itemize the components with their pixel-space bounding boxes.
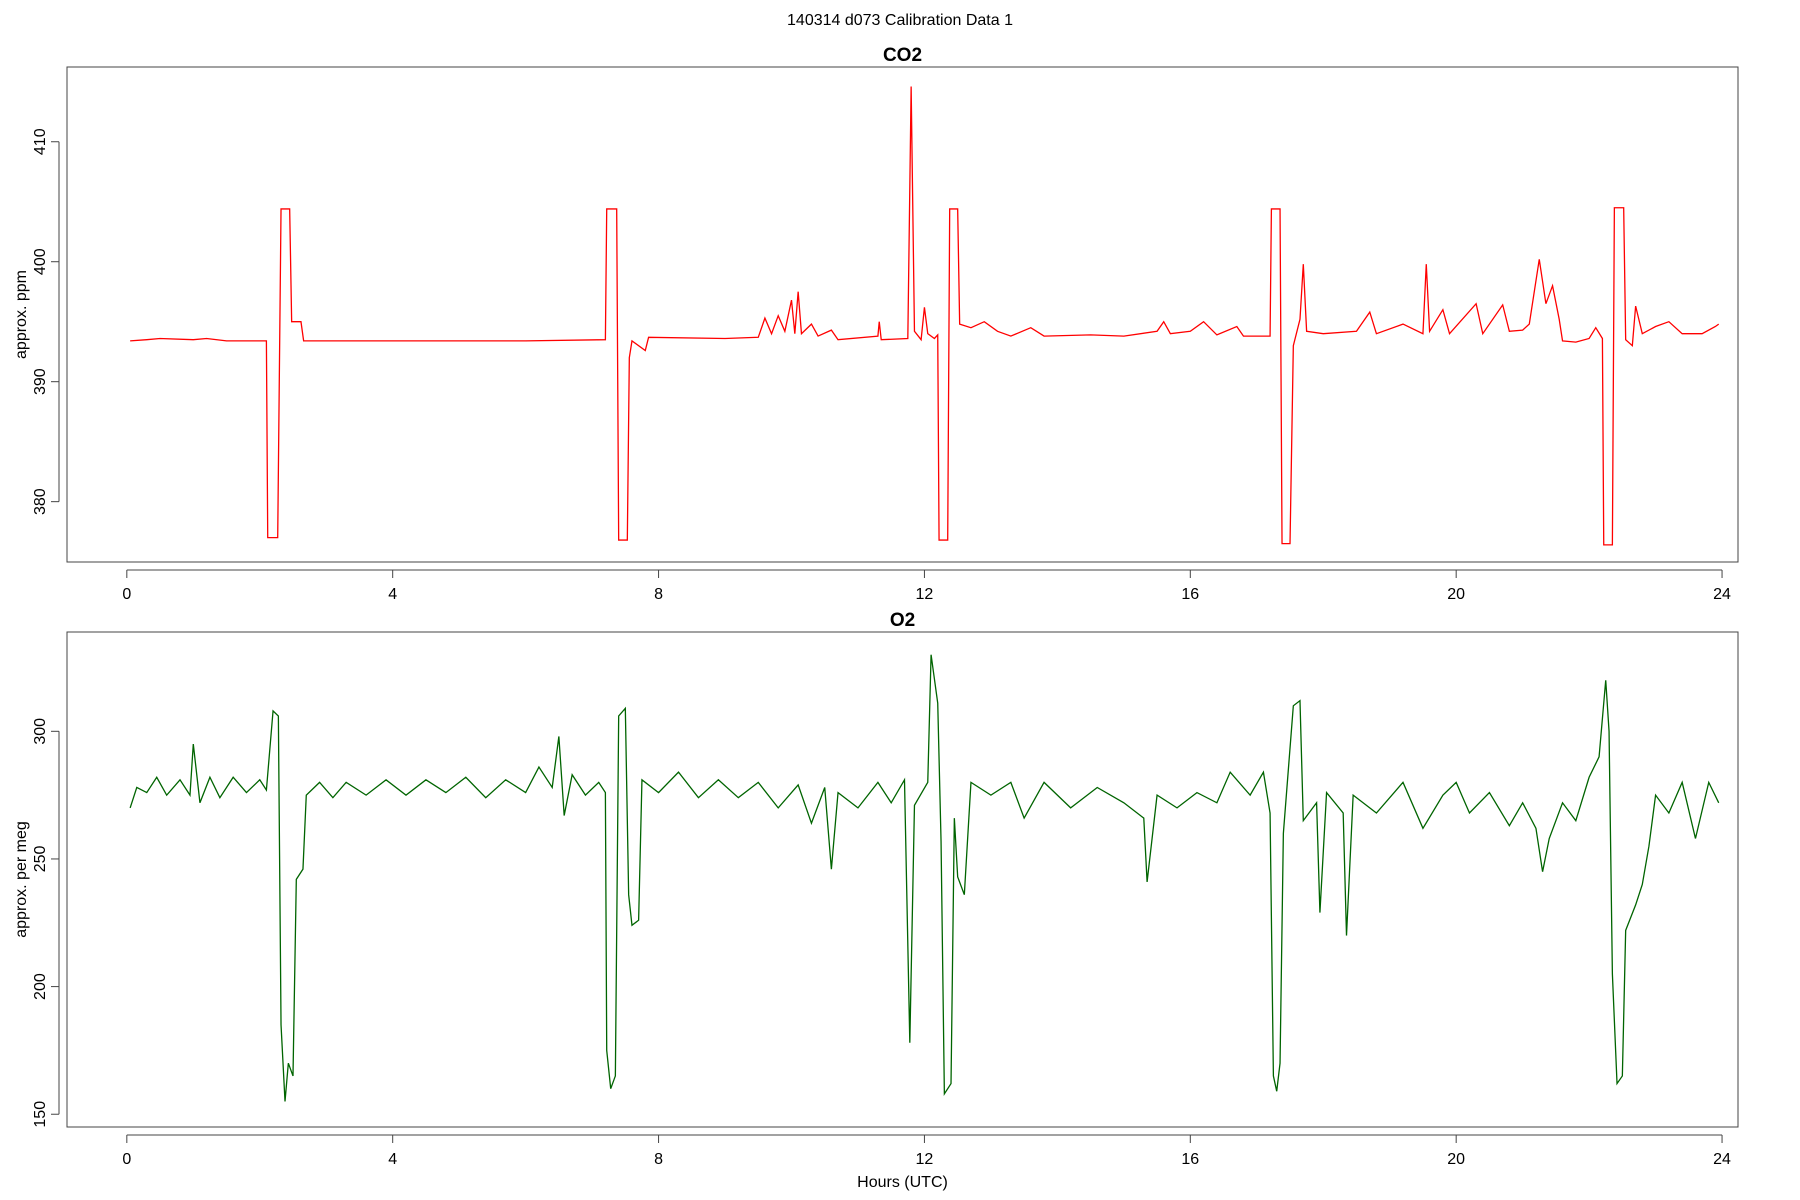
- x-tick-label: 24: [1713, 586, 1731, 603]
- y-tick-label: 250: [32, 846, 49, 873]
- y-tick-label: 410: [32, 128, 49, 155]
- x-tick-label: 4: [388, 586, 397, 603]
- x-axis-label: Hours (UTC): [857, 1174, 948, 1191]
- x-tick-label: 8: [654, 1151, 663, 1168]
- x-tick-label: 20: [1447, 586, 1465, 603]
- y-tick-label: 390: [32, 368, 49, 395]
- y-axis-label: approx. ppm: [13, 270, 30, 359]
- data-line: [129, 654, 1720, 1102]
- y-tick-label: 200: [32, 973, 49, 1000]
- plot-frame: [66, 66, 1739, 563]
- y-tick-label: 400: [32, 248, 49, 275]
- x-tick-label: 4: [388, 1151, 397, 1168]
- data-line: [130, 86, 1720, 546]
- x-tick-label: 8: [654, 586, 663, 603]
- y-tick-label: 150: [32, 1101, 49, 1128]
- y-axis-label: approx. per meg: [13, 821, 30, 938]
- page-title: 140314 d073 Calibration Data 1: [787, 12, 1013, 29]
- x-tick-label: 12: [916, 1151, 934, 1168]
- x-tick-label: 16: [1181, 586, 1199, 603]
- x-tick-label: 0: [122, 1151, 131, 1168]
- chart-title: O2: [890, 610, 915, 631]
- y-tick-label: 300: [32, 718, 49, 745]
- x-tick-label: 12: [916, 586, 934, 603]
- chart-title: CO2: [883, 45, 922, 66]
- plot-frame: [66, 631, 1739, 1128]
- x-tick-label: 0: [122, 586, 131, 603]
- x-tick-label: 24: [1713, 1151, 1731, 1168]
- y-tick-label: 380: [32, 488, 49, 515]
- x-tick-label: 16: [1181, 1151, 1199, 1168]
- x-tick-label: 20: [1447, 1151, 1465, 1168]
